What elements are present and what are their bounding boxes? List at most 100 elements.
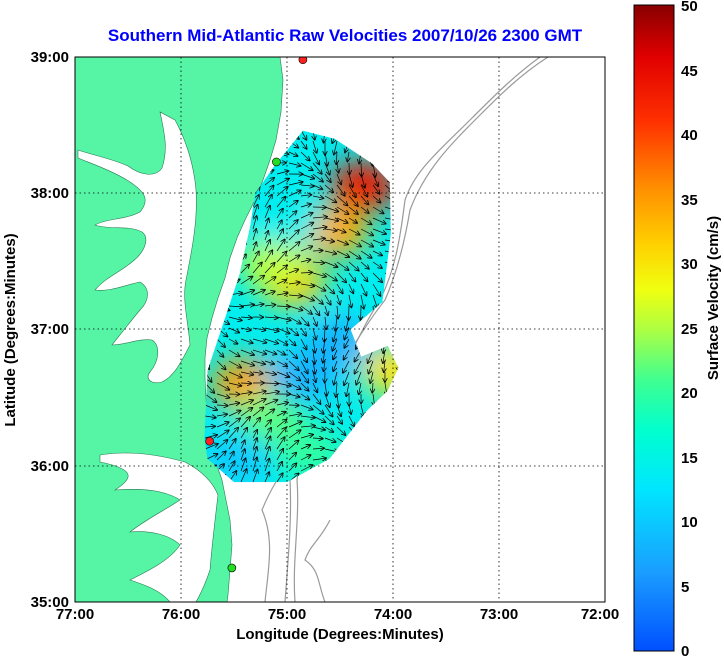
velocity-vector <box>372 195 380 203</box>
velocity-vector <box>216 382 229 390</box>
velocity-vector <box>288 269 298 274</box>
velocity-vector <box>300 260 310 262</box>
colorbar-tick-label: 45 <box>681 63 698 80</box>
velocity-vector <box>361 404 364 417</box>
velocity-vector <box>300 246 312 252</box>
velocity-vector <box>276 306 290 307</box>
velocity-vector <box>337 162 339 173</box>
velocity-vector <box>336 415 342 424</box>
velocity-vector <box>360 184 367 197</box>
velocity-vector <box>372 239 385 245</box>
velocity-vector <box>344 371 350 385</box>
velocity-vector <box>325 382 327 396</box>
velocity-vector <box>300 162 313 170</box>
velocity-vector <box>228 360 241 368</box>
velocity-vector <box>312 448 324 449</box>
velocity-vector <box>276 327 290 333</box>
velocity-vector <box>276 252 286 263</box>
velocity-vector <box>312 404 324 414</box>
velocity-vector <box>288 430 301 439</box>
velocity-vector <box>360 261 369 269</box>
velocity-vector <box>216 451 226 461</box>
velocity-vector <box>300 223 313 230</box>
velocity-vector <box>288 230 299 241</box>
velocity-vector <box>336 261 349 270</box>
velocity-vector <box>276 229 283 241</box>
velocity-vector <box>276 403 288 406</box>
velocity-vector <box>276 280 286 285</box>
velocity-vector <box>324 283 334 293</box>
velocity-vector <box>252 360 265 364</box>
colorbar-tick-label: 20 <box>681 385 698 402</box>
velocity-vector <box>288 163 301 166</box>
velocity-vector <box>348 184 356 197</box>
velocity-vector <box>240 360 254 365</box>
velocity-vector <box>252 372 263 374</box>
velocity-vector <box>336 283 343 293</box>
colorbar-tick-label: 5 <box>681 579 689 596</box>
velocity-vector <box>264 338 278 343</box>
colorbar-tick-label: 35 <box>681 192 698 209</box>
velocity-vector <box>216 414 227 416</box>
velocity-vector <box>216 440 227 450</box>
velocity-vector <box>228 327 239 333</box>
velocity-vector <box>325 316 326 329</box>
velocity-vector <box>300 173 314 179</box>
velocity-vector <box>312 238 325 240</box>
velocity-vector <box>300 294 314 301</box>
velocity-vector <box>373 162 375 177</box>
velocity-vector <box>228 383 241 386</box>
velocity-vector <box>228 418 240 428</box>
velocity-vector <box>360 272 367 281</box>
velocity-vector <box>360 195 368 204</box>
velocity-vector <box>240 428 247 439</box>
velocity-vector <box>276 462 282 472</box>
velocity-vector <box>312 283 325 291</box>
velocity-vector <box>369 360 374 373</box>
velocity-vector <box>240 265 249 274</box>
velocity-vector <box>216 349 223 357</box>
y-tick-label: 35:00 <box>31 594 69 611</box>
velocity-vector <box>344 338 350 348</box>
velocity-vector <box>346 382 349 396</box>
velocity-vector <box>216 393 229 398</box>
velocity-vector <box>276 349 285 355</box>
velocity-vector <box>359 382 361 394</box>
velocity-vector <box>312 217 327 218</box>
velocity-vector <box>324 173 331 182</box>
velocity-vector <box>335 316 337 331</box>
velocity-vector <box>252 216 257 230</box>
x-tick-label: 73:00 <box>480 606 518 623</box>
axes-frame <box>74 56 606 603</box>
radar-stations <box>205 57 308 573</box>
velocity-vector <box>240 392 252 394</box>
velocity-vector <box>349 404 351 414</box>
contour-line <box>284 57 549 602</box>
colorbar-tick-label: 10 <box>681 514 698 531</box>
velocity-vector <box>204 404 217 410</box>
velocity-vector <box>264 206 270 219</box>
velocity-vector <box>333 338 338 351</box>
velocity-vector <box>336 239 348 244</box>
velocity-vector <box>216 422 229 428</box>
velocity-vector <box>300 151 310 160</box>
velocity-vector <box>228 461 235 472</box>
velocity-vector <box>264 240 270 252</box>
velocity-vector <box>300 404 313 409</box>
velocity-vector <box>348 415 354 426</box>
velocity-vector <box>252 304 263 306</box>
velocity-vector <box>276 420 286 428</box>
velocity-vector <box>312 393 321 404</box>
velocity-vector <box>360 206 369 213</box>
velocity-vector <box>276 266 287 274</box>
velocity-vector <box>216 430 229 439</box>
velocity-hotspot <box>359 344 399 397</box>
velocity-vector <box>288 441 298 450</box>
x-axis-ticks: 77:00 76:00 75:00 74:00 73:00 72:00 <box>56 606 619 623</box>
velocity-vector <box>252 408 263 417</box>
velocity-vector <box>324 229 337 231</box>
velocity-vector <box>276 171 288 174</box>
velocity-vector <box>334 371 338 385</box>
velocity-vector <box>264 263 275 274</box>
velocity-vector <box>264 195 272 208</box>
